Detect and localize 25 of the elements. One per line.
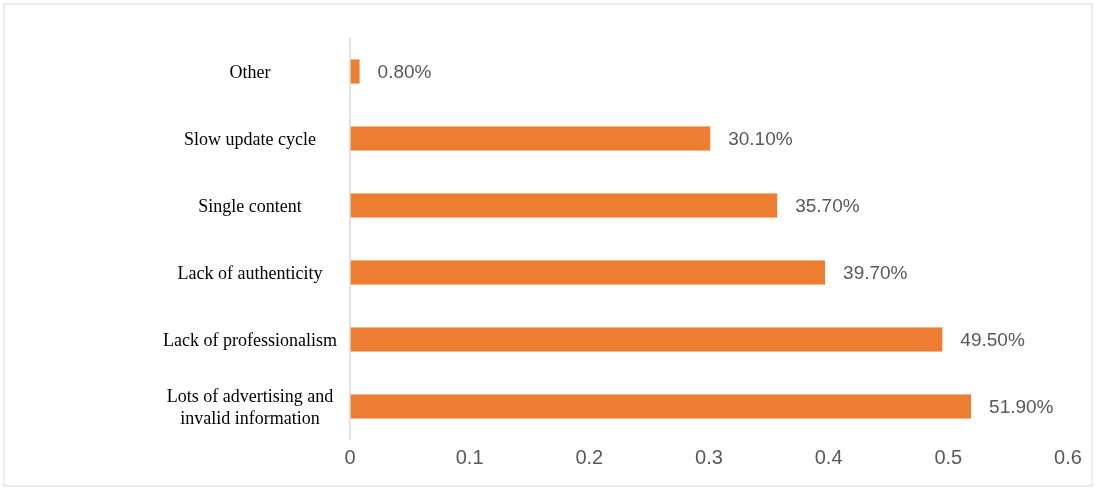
bar — [350, 260, 826, 285]
x-tick-label: 0.3 — [695, 446, 723, 468]
bar — [350, 327, 943, 352]
x-tick-label: 0.6 — [1054, 446, 1082, 468]
y-tick-label: Lack of authenticity — [177, 262, 323, 283]
y-tick-label: Slow update cycle — [184, 128, 316, 149]
data-label: 35.70% — [795, 195, 860, 217]
x-tick-label: 0.4 — [814, 446, 843, 468]
y-tick-label: Lack of professionalism — [163, 329, 337, 350]
bar — [350, 394, 972, 419]
bar — [350, 59, 360, 84]
data-label: 39.70% — [843, 262, 908, 284]
bar — [350, 126, 711, 151]
y-tick-label: Lots of advertising and invalid information — [166, 385, 334, 428]
x-tick-label: 0 — [344, 446, 356, 468]
data-label: 30.10% — [728, 128, 793, 150]
y-tick-label: Other — [229, 61, 271, 82]
data-label: 49.50% — [960, 329, 1025, 351]
x-tick-label: 0.1 — [455, 446, 484, 468]
y-tick-label: Single content — [198, 195, 302, 216]
x-tick-label: 0.2 — [575, 446, 604, 468]
bar — [350, 193, 778, 218]
x-tick-label: 0.5 — [934, 446, 963, 468]
data-label: 0.80% — [377, 61, 432, 83]
data-label: 51.90% — [989, 396, 1054, 418]
